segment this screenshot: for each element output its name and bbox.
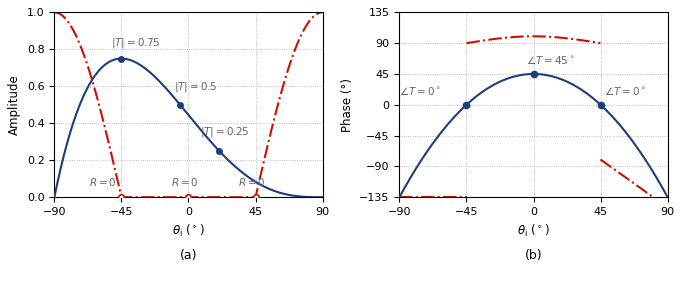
Text: $R = 0$: $R = 0$ <box>171 176 198 188</box>
Text: $\angle T = 45^\circ$: $\angle T = 45^\circ$ <box>526 54 574 66</box>
Text: $|T| = 0.25$: $|T| = 0.25$ <box>200 125 250 139</box>
X-axis label: $\theta_\mathrm{i}\ (^\circ)$: $\theta_\mathrm{i}\ (^\circ)$ <box>172 222 205 239</box>
Text: $\angle T = 0^\circ$: $\angle T = 0^\circ$ <box>604 85 645 97</box>
Text: $R = 0$: $R = 0$ <box>238 176 266 188</box>
Y-axis label: Amplitude: Amplitude <box>8 74 21 135</box>
X-axis label: $\theta_\mathrm{i}\ (^\circ)$: $\theta_\mathrm{i}\ (^\circ)$ <box>517 222 550 239</box>
Text: $R = 0$: $R = 0$ <box>89 176 116 188</box>
Title: (a): (a) <box>180 249 197 262</box>
Title: (b): (b) <box>525 249 542 262</box>
Text: $\angle T = 0^\circ$: $\angle T = 0^\circ$ <box>400 85 441 97</box>
Text: $|T| = 0.5$: $|T| = 0.5$ <box>173 80 217 95</box>
Y-axis label: Phase (°): Phase (°) <box>341 78 354 132</box>
Text: $|T| = 0.75$: $|T| = 0.75$ <box>111 36 161 50</box>
